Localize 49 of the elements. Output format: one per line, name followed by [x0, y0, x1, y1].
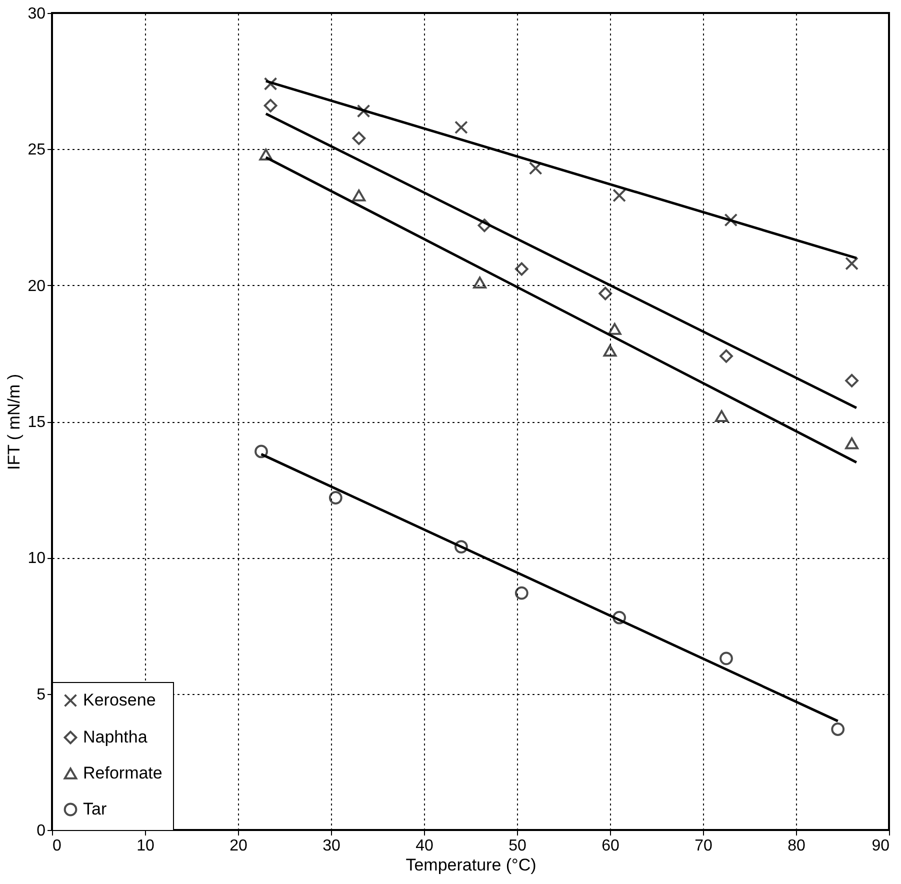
point: [845, 374, 858, 388]
point: [352, 132, 366, 145]
point: [598, 286, 612, 300]
y-tick-label: 25: [28, 142, 46, 159]
point: [720, 652, 733, 666]
x-tick-label: 20: [230, 838, 248, 854]
x-tick-label: 90: [872, 838, 890, 854]
x-tick-label: 50: [508, 838, 526, 854]
point: [514, 262, 528, 276]
x-tick-label: 30: [322, 838, 340, 854]
x-tick-label: 10: [136, 838, 154, 854]
legend-label: Tar: [83, 800, 107, 818]
point: [328, 491, 342, 504]
x-tick-label: 0: [52, 838, 62, 854]
y-tick-label: 5: [36, 686, 46, 704]
x-tick-label: 60: [602, 838, 620, 854]
y-tick-label: 30: [28, 6, 46, 22]
point: [612, 610, 626, 624]
point: [454, 120, 468, 134]
x-tick-label: 40: [416, 838, 434, 854]
x-tick-label: 80: [788, 838, 806, 854]
y-tick-label: 20: [28, 278, 46, 295]
point: [608, 322, 622, 335]
point: [612, 188, 626, 202]
x-tick-label: 70: [694, 838, 712, 854]
point: [831, 722, 845, 736]
legend-label: Naphtha: [83, 728, 148, 746]
y-tick-label: 10: [28, 550, 46, 568]
point: [478, 218, 492, 232]
y-tick-label: 0: [36, 822, 46, 840]
point: [514, 586, 528, 600]
point: [259, 148, 273, 161]
point: [356, 104, 370, 118]
legend-label: Kerosene: [83, 690, 156, 710]
point: [603, 344, 617, 357]
point: [352, 190, 366, 202]
point: [528, 162, 542, 175]
point: [714, 410, 728, 422]
y-axis-title: IFT ( mN/m ): [4, 374, 24, 470]
point: [454, 540, 468, 554]
point: [720, 349, 733, 363]
legend-label: Reformate: [83, 764, 162, 782]
point: [254, 444, 268, 458]
point: [264, 98, 278, 112]
x-axis-title: Temperature (°C): [406, 856, 536, 874]
point: [724, 213, 738, 227]
point: [845, 437, 858, 450]
point: [473, 276, 486, 289]
y-tick-label: 15: [28, 414, 46, 431]
